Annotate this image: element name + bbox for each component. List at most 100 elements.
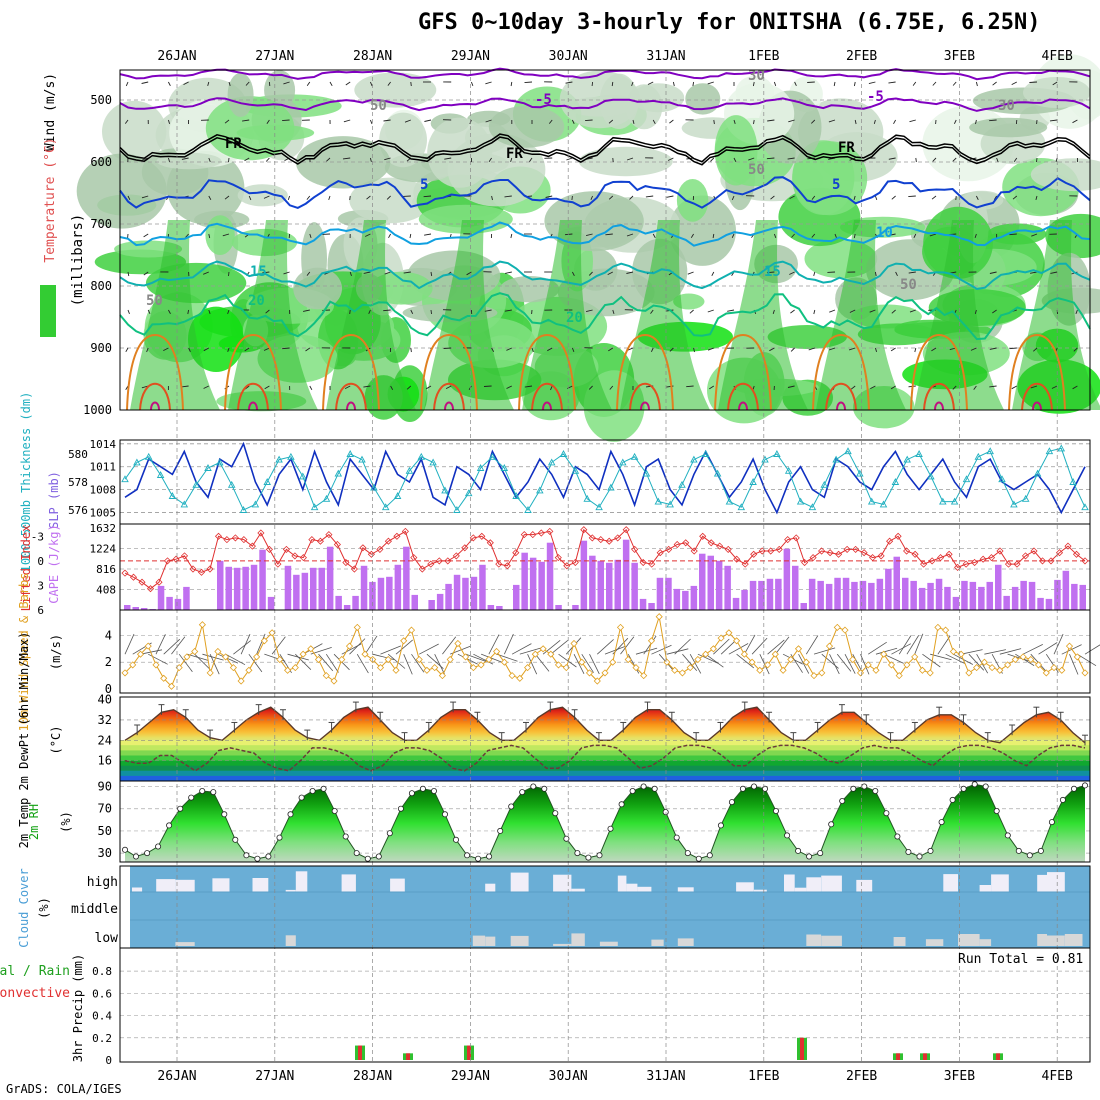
- cloud-level-middle: middle: [71, 902, 118, 917]
- rh-point: [375, 853, 382, 860]
- wind-speed-point: [709, 645, 717, 653]
- cape-bar: [918, 587, 926, 610]
- pressure-tick-label: 800: [90, 279, 112, 293]
- rh-point: [221, 811, 228, 818]
- wind-speed-point: [841, 626, 849, 634]
- thickness-point: [168, 492, 177, 499]
- rh-plume: [228, 220, 318, 410]
- wind-barb: [810, 119, 816, 124]
- surface-wind-barb: [1077, 653, 1097, 667]
- contour-label: 50: [900, 277, 917, 293]
- wind-barb: [571, 347, 575, 353]
- profile-frame: [119, 69, 1091, 411]
- wind-speed-point: [191, 647, 199, 656]
- rh-point: [651, 785, 658, 792]
- lifted-index-point: [639, 558, 647, 567]
- thickness-point: [950, 497, 959, 505]
- wind-barb: [127, 271, 130, 277]
- lifted-index-point: [452, 552, 460, 560]
- thickness-tick-label: 580: [68, 448, 88, 461]
- wind-speed-point: [167, 682, 176, 690]
- surface-wind-barb: [581, 653, 594, 673]
- low-cloud-bar: [651, 939, 664, 946]
- wind-speed-point: [624, 655, 632, 664]
- wind-speed-point: [446, 655, 454, 664]
- slp-tick-label: 1014: [90, 438, 117, 451]
- wind-speed-point: [245, 666, 253, 674]
- wind-barb: [384, 271, 391, 275]
- wind-speed-point: [307, 645, 315, 653]
- wind-barb: [869, 309, 876, 313]
- contour-15: [119, 260, 1091, 290]
- lifted-index-point: [146, 585, 155, 593]
- lifted-index-point: [605, 537, 613, 545]
- wind-barb: [564, 233, 573, 236]
- surface-wind-barb: [550, 639, 569, 655]
- cape-bar: [969, 581, 977, 610]
- thickness-point: [547, 458, 556, 466]
- wind-barb: [547, 347, 553, 352]
- surface-wind-barb: [627, 653, 640, 674]
- thickness-point: [654, 497, 663, 505]
- contour-35-arch: [248, 401, 258, 411]
- contour-label: 50: [146, 293, 163, 309]
- contour-30-arch: [629, 382, 661, 411]
- wind-barb: [975, 119, 977, 125]
- surface-wind-barb: [906, 635, 919, 655]
- wind-speed-point: [686, 664, 694, 672]
- rh-point: [762, 785, 769, 792]
- wind-barb: [1073, 347, 1078, 352]
- contour-label: 20: [566, 310, 583, 326]
- cape-bar: [622, 539, 630, 610]
- high-cloud-bar: [736, 882, 754, 892]
- lifted-index-point: [750, 550, 758, 558]
- cape-bar: [411, 594, 418, 610]
- wind-barb: [386, 195, 391, 200]
- high-cloud-bar: [784, 874, 795, 892]
- wind-speed-point: [438, 672, 446, 680]
- cloud-background: [130, 866, 1090, 948]
- lifted-index-tick-label: 3: [37, 579, 44, 592]
- wind-barb: [854, 119, 857, 125]
- wind-barb: [647, 81, 654, 85]
- rh-plume: [914, 220, 1004, 410]
- wind-barb: [181, 385, 189, 388]
- date-label-top: 31JAN: [646, 49, 685, 64]
- wind-speed-point: [206, 669, 214, 677]
- wind-barb: [912, 81, 917, 86]
- rh-shade-blob: [236, 124, 315, 141]
- wind-barb: [829, 309, 836, 313]
- lifted-index-point: [231, 534, 239, 542]
- lifted-index-point: [767, 547, 775, 555]
- wind-barb: [263, 347, 270, 351]
- contour-30-arch: [139, 382, 171, 411]
- wind-speed-point: [849, 655, 857, 664]
- lifted-index-point: [197, 568, 206, 576]
- wind-barb: [305, 347, 311, 352]
- rh-2m-panel: [120, 781, 1090, 862]
- contour-label: -5: [535, 92, 552, 108]
- cape-bar: [961, 580, 968, 610]
- rh-point: [596, 852, 603, 859]
- dewpoint-line: [124, 744, 1086, 772]
- cape-bar: [1045, 598, 1053, 610]
- wind-barb: [908, 271, 916, 274]
- rh-point: [640, 783, 647, 790]
- wind-speed-point: [856, 669, 865, 677]
- date-label-top: 4FEB: [1042, 49, 1073, 64]
- lifted-index-point: [359, 544, 367, 552]
- wind-barb: [992, 81, 997, 86]
- cape-bar: [259, 549, 266, 610]
- wind-barb: [227, 309, 230, 315]
- rh-point: [254, 855, 261, 862]
- lifted-index-point: [665, 545, 673, 553]
- wind-barb: [410, 309, 414, 315]
- wind-barb: [141, 195, 149, 199]
- contour-10: [119, 221, 1091, 247]
- low-cloud-bar: [472, 935, 486, 946]
- high-cloud-bar: [212, 878, 230, 892]
- wind-barb: [853, 195, 856, 201]
- contour-35-arch: [1032, 401, 1042, 411]
- wind-barb: [141, 81, 149, 84]
- lifted-index-point: [240, 536, 248, 544]
